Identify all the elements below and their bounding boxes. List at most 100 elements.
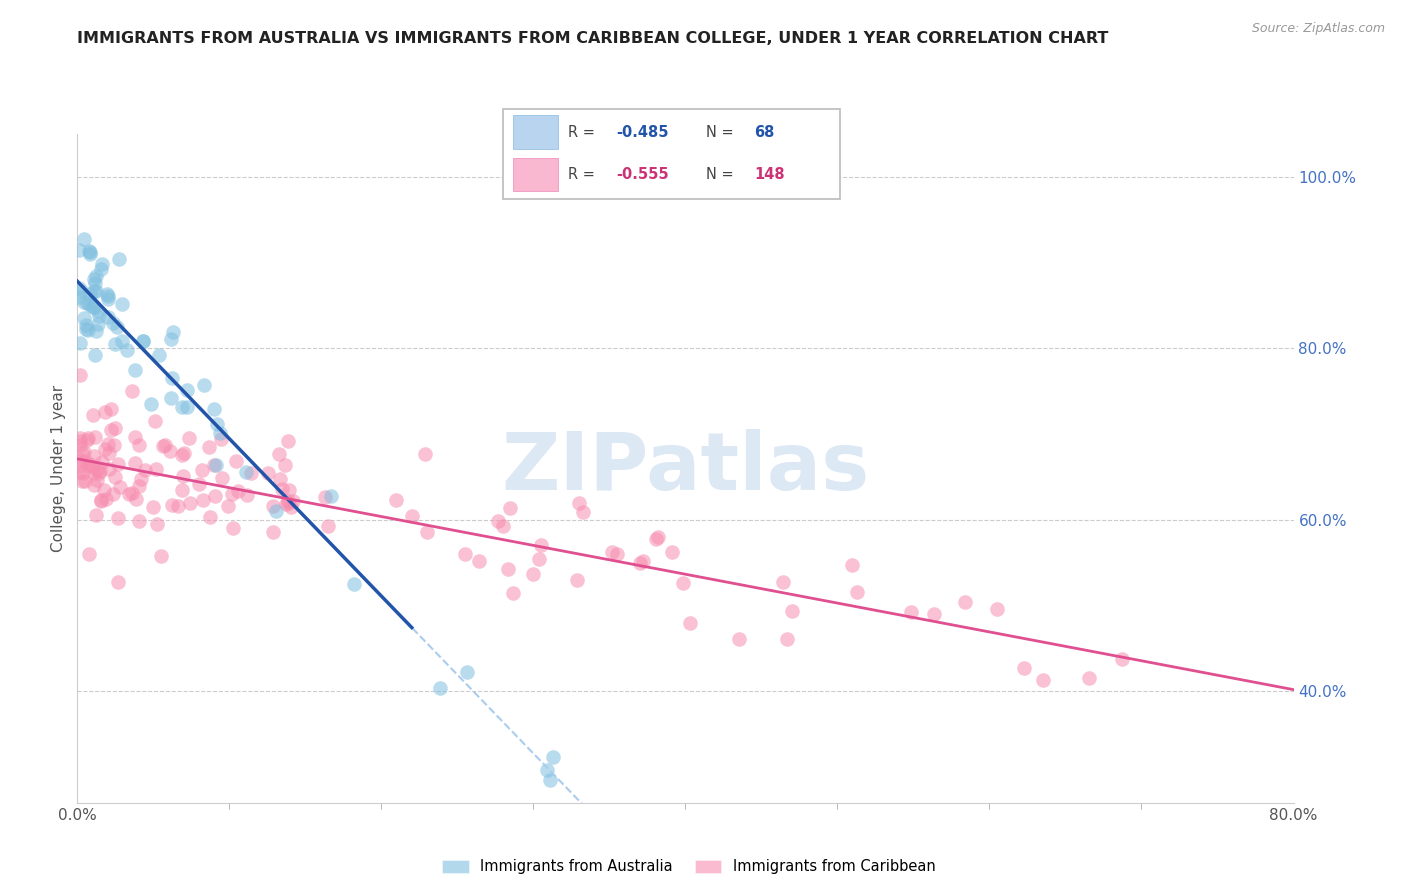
Point — [82, 408, 104, 422]
Point — [274, 497, 297, 511]
Point — [146, 516, 169, 531]
Y-axis label: College, Under 1 year: College, Under 1 year — [51, 384, 66, 552]
Point — [128, 514, 150, 528]
Point — [89, 464, 111, 478]
Point — [270, 482, 292, 496]
Point — [148, 348, 170, 362]
Point — [845, 584, 868, 599]
Point — [226, 484, 249, 499]
Point — [73, 295, 96, 310]
Point — [69, 466, 91, 480]
Point — [73, 311, 96, 326]
Point — [107, 252, 129, 267]
Point — [93, 483, 115, 497]
Point — [134, 463, 156, 477]
Point — [316, 518, 339, 533]
Point — [82, 300, 104, 314]
Point — [1032, 673, 1054, 687]
Point — [94, 442, 117, 457]
Point — [104, 336, 127, 351]
Point — [187, 477, 209, 491]
Point — [124, 430, 146, 444]
Point — [429, 681, 451, 695]
Point — [128, 438, 150, 452]
Point — [70, 284, 93, 298]
Point — [160, 498, 183, 512]
Point — [343, 577, 366, 591]
Point — [274, 458, 297, 472]
Point — [953, 595, 976, 609]
Point — [90, 262, 112, 277]
Point — [530, 538, 553, 552]
Point — [1077, 671, 1099, 685]
Point — [924, 607, 946, 622]
Point — [97, 436, 120, 450]
Point — [90, 493, 112, 508]
Point — [69, 453, 91, 467]
Point — [145, 461, 167, 475]
Point — [96, 287, 118, 301]
Point — [172, 468, 194, 483]
Point — [77, 244, 100, 259]
Point — [281, 493, 304, 508]
Point — [121, 486, 143, 500]
Point — [84, 284, 107, 298]
Point — [91, 455, 114, 469]
Text: R =: R = — [568, 167, 599, 182]
Point — [83, 449, 105, 463]
Point — [124, 456, 146, 470]
Point — [77, 459, 100, 474]
Point — [162, 325, 184, 339]
Point — [456, 665, 478, 679]
Text: N =: N = — [706, 167, 738, 182]
Point — [176, 401, 198, 415]
Point — [225, 454, 247, 468]
Point — [67, 290, 90, 304]
Point — [193, 493, 215, 508]
Point — [129, 472, 152, 486]
Point — [217, 499, 239, 513]
Point — [491, 518, 513, 533]
Point — [527, 551, 550, 566]
Point — [86, 473, 108, 487]
Point — [91, 257, 114, 271]
Point — [628, 556, 651, 570]
Point — [1111, 651, 1133, 665]
Point — [108, 480, 131, 494]
Text: -0.485: -0.485 — [616, 125, 669, 140]
Point — [602, 545, 624, 559]
Point — [277, 494, 299, 508]
Point — [267, 447, 290, 461]
Text: ZIPatlas: ZIPatlas — [502, 429, 869, 508]
Point — [672, 575, 695, 590]
Point — [118, 487, 141, 501]
Point — [277, 434, 299, 448]
Point — [772, 575, 794, 590]
Point — [73, 453, 96, 467]
Text: R =: R = — [568, 125, 599, 140]
Point — [79, 286, 101, 301]
Point — [76, 323, 98, 337]
Point — [177, 431, 200, 445]
Point — [262, 524, 284, 539]
Point — [97, 462, 120, 476]
Point — [536, 764, 558, 778]
Point — [239, 466, 262, 480]
Point — [103, 438, 125, 452]
Point — [262, 499, 284, 513]
Point — [132, 334, 155, 348]
Point — [280, 500, 302, 514]
Point — [277, 496, 299, 510]
Point — [385, 493, 408, 508]
Point — [69, 431, 91, 445]
Text: 148: 148 — [754, 167, 785, 182]
Point — [83, 300, 105, 314]
Point — [202, 402, 225, 417]
Point — [502, 586, 524, 600]
Point — [179, 496, 201, 510]
Point — [69, 368, 91, 382]
Point — [499, 501, 522, 516]
Point — [152, 439, 174, 453]
Point — [780, 604, 803, 618]
Point — [191, 463, 214, 477]
